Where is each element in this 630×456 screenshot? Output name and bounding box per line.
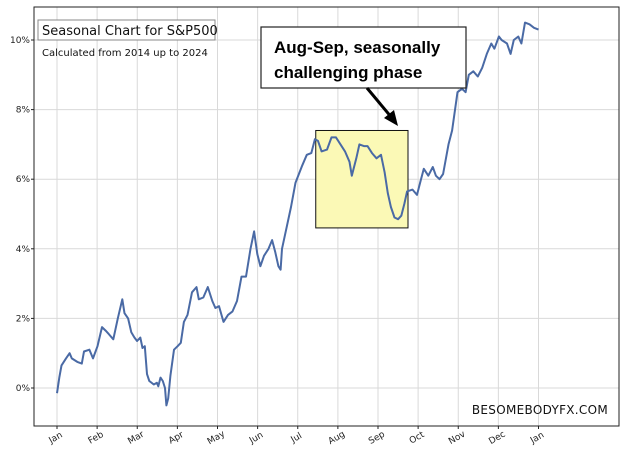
callout-line-1: Aug-Sep, seasonally: [274, 38, 441, 57]
chart-title: Seasonal Chart for S&P500: [42, 24, 218, 39]
title-box-border: [37, 19, 216, 41]
title-box: Seasonal Chart for S&P500 Calculated fro…: [37, 19, 218, 59]
y-tick-label: 0%: [16, 384, 31, 394]
plot-frame: [33, 6, 620, 427]
callout-arrow-head: [384, 110, 398, 126]
series-layer: [56, 21, 539, 407]
y-tick-label: 8%: [16, 106, 31, 116]
callout-line-2: challenging phase: [274, 63, 422, 82]
callout: Aug-Sep, seasonally challenging phase: [260, 26, 467, 126]
callout-arrow-shaft: [365, 87, 394, 119]
y-tick-label: 6%: [16, 175, 31, 185]
chart-subtitle: Calculated from 2014 up to 2024: [42, 48, 208, 59]
y-tick-labels: 0% 2% 4% 6% 8% 10%: [10, 36, 34, 394]
y-tick-label: 2%: [16, 314, 31, 324]
callout-box: [260, 26, 467, 89]
watermark: BESOMEBODYFX.COM: [472, 403, 608, 417]
y-tick-label: 10%: [10, 36, 30, 46]
y-tick-label: 4%: [16, 245, 31, 255]
series-line: [56, 21, 539, 407]
